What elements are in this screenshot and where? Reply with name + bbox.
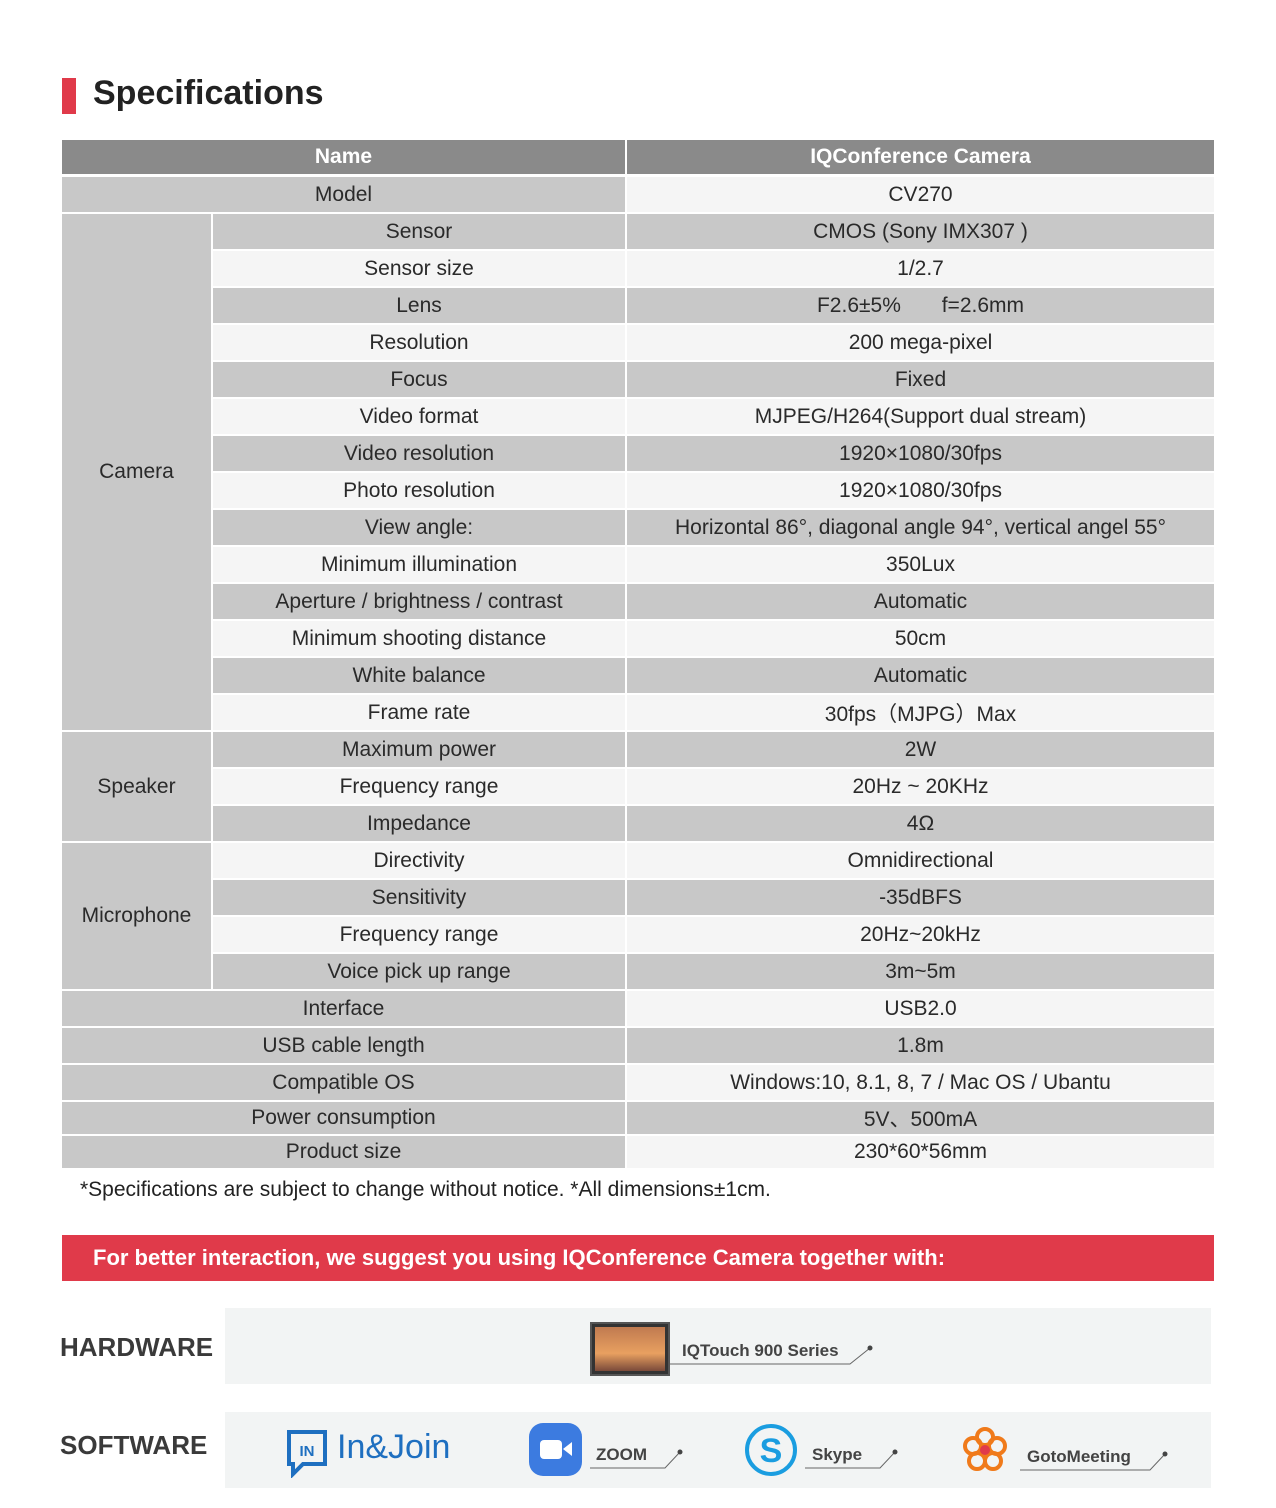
row-name: Model — [62, 177, 625, 212]
row-name: Aperture / brightness / contrast — [213, 584, 625, 619]
row-value: CMOS (Sony IMX307 ) — [627, 214, 1214, 249]
row-value: 20Hz ~ 20KHz — [627, 769, 1214, 804]
display-icon — [590, 1322, 670, 1376]
pointer — [670, 1345, 873, 1365]
row-name: Frequency range — [213, 917, 625, 952]
title-marker — [62, 78, 76, 114]
row-value: 5V、500mA — [627, 1102, 1214, 1134]
software-box: IN In&Join ZOOM S Skype GotoMeeting — [225, 1412, 1211, 1488]
software-label: SOFTWARE — [60, 1430, 208, 1460]
row-value: 2W — [627, 732, 1214, 767]
row-value: CV270 — [627, 177, 1214, 212]
row-name: Compatible OS — [62, 1065, 625, 1100]
row-name: Impedance — [213, 806, 625, 841]
row-name: Interface — [62, 991, 625, 1026]
zoom-icon — [529, 1423, 582, 1476]
pointer — [590, 1449, 683, 1469]
row-name: Sensor — [213, 214, 625, 249]
row-value: Windows:10, 8.1, 8, 7 / Mac OS / Ubantu — [627, 1065, 1214, 1100]
row-name: USB cable length — [62, 1028, 625, 1063]
row-value: 30fps（MJPG）Max — [627, 695, 1214, 730]
hardware-box: IQTouch 900 Series — [225, 1308, 1211, 1384]
row-value: MJPEG/H264(Support dual stream) — [627, 399, 1214, 434]
row-value: 200 mega-pixel — [627, 325, 1214, 360]
footnote: *Specifications are subject to change wi… — [80, 1178, 771, 1201]
row-value: Automatic — [627, 584, 1214, 619]
row-name: Resolution — [213, 325, 625, 360]
software-item: In&Join — [337, 1428, 451, 1466]
skype-icon: S — [745, 1424, 797, 1476]
banner: For better interaction, we suggest you u… — [62, 1235, 1214, 1281]
svg-text:S: S — [760, 1432, 783, 1470]
injoin-icon: IN — [287, 1430, 327, 1478]
row-name: View angle: — [213, 510, 625, 545]
row-name: Video resolution — [213, 436, 625, 471]
zoom-lens — [563, 1442, 572, 1456]
group-name: Speaker — [62, 732, 211, 841]
row-value: 1920×1080/30fps — [627, 473, 1214, 508]
row-name: Sensor size — [213, 251, 625, 286]
group-name: Microphone — [62, 843, 211, 989]
software-item: Skype — [812, 1445, 863, 1464]
pointer — [805, 1449, 898, 1469]
row-value: 1/2.7 — [627, 251, 1214, 286]
zoom-cam — [540, 1440, 562, 1459]
row-value: -35dBFS — [627, 880, 1214, 915]
display-screen — [595, 1327, 665, 1371]
hardware-item: IQTouch 900 Series — [682, 1341, 839, 1360]
svg-text:IN: IN — [300, 1443, 315, 1460]
row-name: Focus — [213, 362, 625, 397]
title: Specifications — [93, 74, 324, 112]
row-value: Horizontal 86°, diagonal angle 94°, vert… — [627, 510, 1214, 545]
row-name: Sensitivity — [213, 880, 625, 915]
group-name: Camera — [62, 214, 211, 730]
row-name: Frequency range — [213, 769, 625, 804]
row-value: 50cm — [627, 621, 1214, 656]
hardware-label: HARDWARE — [60, 1332, 214, 1362]
row-value: 20Hz~20kHz — [627, 917, 1214, 952]
row-value: Omnidirectional — [627, 843, 1214, 878]
software-item: GotoMeeting — [1027, 1447, 1131, 1466]
row-value: 1.8m — [627, 1028, 1214, 1063]
row-name: Minimum illumination — [213, 547, 625, 582]
row-name: Power consumption — [62, 1102, 625, 1134]
row-name: Product size — [62, 1136, 625, 1168]
row-name: Minimum shooting distance — [213, 621, 625, 656]
row-value: 230*60*56mm — [627, 1136, 1214, 1168]
pointer — [1020, 1451, 1168, 1471]
row-name: Maximum power — [213, 732, 625, 767]
row-value: Automatic — [627, 658, 1214, 693]
row-value: 3m~5m — [627, 954, 1214, 989]
row-value: Fixed — [627, 362, 1214, 397]
row-name: Directivity — [213, 843, 625, 878]
row-value: 1920×1080/30fps — [627, 436, 1214, 471]
row-name: Voice pick up range — [213, 954, 625, 989]
row-name: Photo resolution — [213, 473, 625, 508]
column-header: Name — [62, 140, 625, 174]
row-name: Frame rate — [213, 695, 625, 730]
row-name: White balance — [213, 658, 625, 693]
row-value: USB2.0 — [627, 991, 1214, 1026]
row-value: 4Ω — [627, 806, 1214, 841]
column-header: IQConference Camera — [627, 140, 1214, 174]
row-value: 350Lux — [627, 547, 1214, 582]
software-item: ZOOM — [596, 1445, 647, 1464]
row-name: Lens — [213, 288, 625, 323]
row-value: F2.6±5% f=2.6mm — [627, 288, 1214, 323]
gotomeeting-icon — [963, 1427, 1007, 1471]
row-name: Video format — [213, 399, 625, 434]
banner-text: For better interaction, we suggest you u… — [93, 1245, 946, 1270]
